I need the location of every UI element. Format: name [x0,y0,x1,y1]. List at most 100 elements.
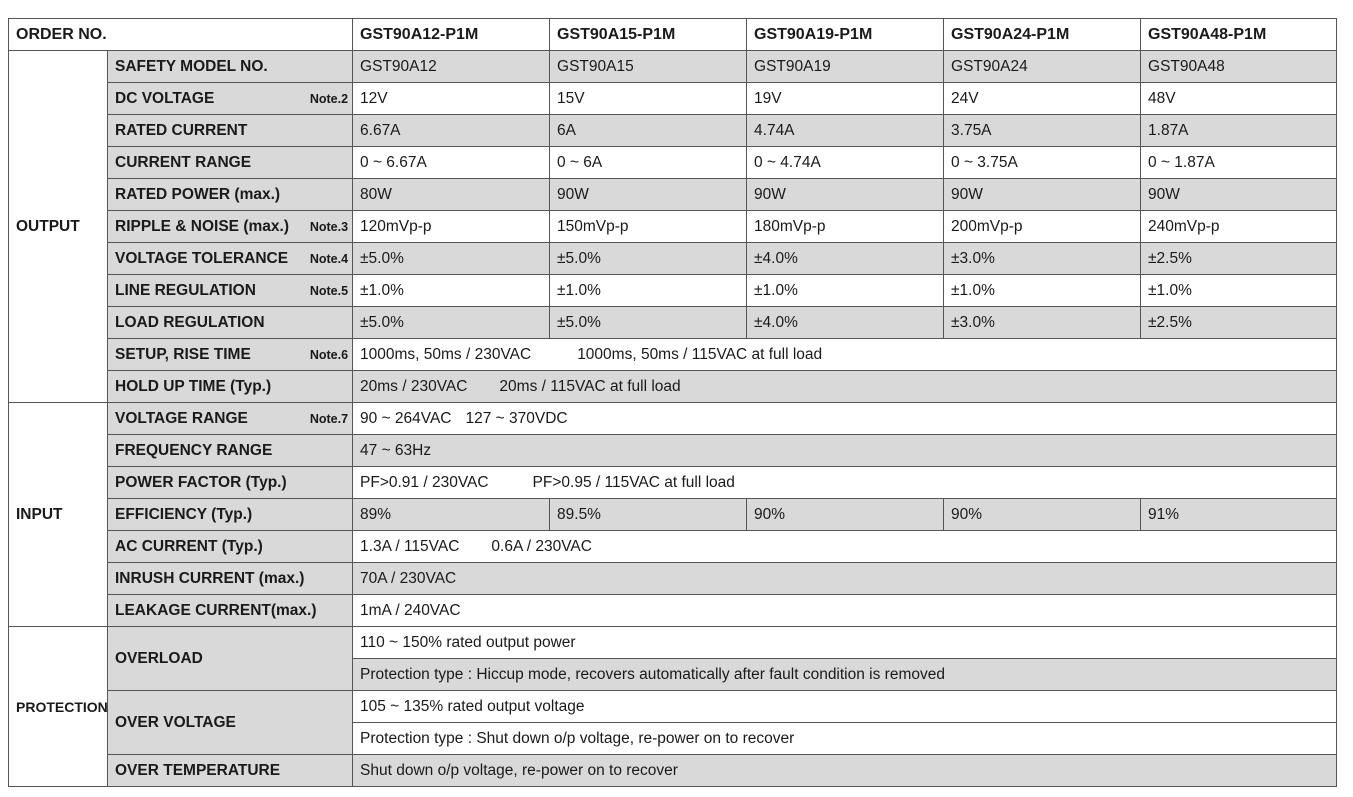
row-safety-model: OUTPUT SAFETY MODEL NO. GST90A12 GST90A1… [8,50,1338,403]
label-text: LINE REGULATION [115,281,256,299]
cell-span: 47 ~ 63Hz [352,434,1338,467]
model-header: GST90A19-P1M [746,18,945,51]
cell-span: Shut down o/p voltage, re-power on to re… [352,754,1338,787]
label-text: RIPPLE & NOISE (max.) [115,217,289,235]
model-header: GST90A15-P1M [549,18,748,51]
cell: 15V [549,82,748,115]
row-overload-2: Protection type : Hiccup mode, recovers … [9,658,1338,691]
cell: 90W [746,178,945,211]
group-input-label: INPUT [8,402,108,627]
label-text: SETUP, RISE TIME [115,345,251,363]
label-text: SAFETY MODEL NO. [115,57,268,75]
row-overload-1: PROTECTION OVERLOAD 110 ~ 150% rated out… [8,626,1338,787]
row-label: OVER VOLTAGE [106,690,354,755]
label-text: DC VOLTAGE [115,89,215,107]
cell: 120mVp-p [352,210,551,243]
cell-span: 1000ms, 50ms / 230VAC 1000ms, 50ms / 115V… [352,338,1338,371]
label-text: LEAKAGE CURRENT(max.) [115,601,317,619]
cell: ±3.0% [943,242,1142,275]
label-text: OVER VOLTAGE [115,713,236,731]
cell-span: 1.3A / 115VAC 0.6A / 230VAC [352,530,1338,563]
cell: 24V [943,82,1142,115]
row-current-range: CURRENT RANGE 0 ~ 6.67A 0 ~ 6A 0 ~ 4.74A… [9,146,1338,179]
row-label: RIPPLE & NOISE (max.) Note.3 [106,210,354,243]
row-setup-rise-time: SETUP, RISE TIME Note.6 1000ms, 50ms / 23… [9,338,1338,371]
cell: 3.75A [943,114,1142,147]
label-text: EFFICIENCY (Typ.) [115,505,253,523]
cell: 0 ~ 6.67A [352,146,551,179]
row-ripple-noise: RIPPLE & NOISE (max.) Note.3 120mVp-p 150… [9,210,1338,243]
row-label: VOLTAGE TOLERANCE Note.4 [106,242,354,275]
value-part: 1.3A / 115VAC [360,537,460,555]
value-part: PF>0.91 / 230VAC [360,473,489,491]
model-header: GST90A24-P1M [943,18,1142,51]
label-text: OVER TEMPERATURE [115,761,281,779]
cell: 90% [746,498,945,531]
row-voltage-tolerance: VOLTAGE TOLERANCE Note.4 ±5.0% ±5.0% ±4.0… [9,242,1338,275]
label-text: VOLTAGE RANGE [115,409,248,427]
row-label: SAFETY MODEL NO. [106,50,354,83]
note-ref: Note.3 [309,219,349,234]
label-text: OVERLOAD [115,649,203,667]
header-row: ORDER NO. GST90A12-P1M GST90A15-P1M GST9… [7,18,1338,51]
cell: GST90A15 [549,50,748,83]
value-part: 1000ms, 50ms / 230VAC [360,345,532,363]
label-text: VOLTAGE TOLERANCE [115,249,289,267]
cell: ±2.5% [1140,242,1338,275]
row-dc-voltage: DC VOLTAGE Note.2 12V 15V 19V 24V 48V [9,82,1338,115]
cell: 90W [1140,178,1338,211]
row-label: OVER TEMPERATURE [106,754,354,787]
cell-span: PF>0.91 / 230VAC PF>0.95 / 115VAC at full… [352,466,1338,499]
row-label: LOAD REGULATION [106,306,354,339]
cell: 0 ~ 1.87A [1140,146,1338,179]
row-label: POWER FACTOR (Typ.) [106,466,354,499]
row-label: DC VOLTAGE Note.2 [106,82,354,115]
cell: ±4.0% [746,306,945,339]
cell: 1.87A [1140,114,1338,147]
value-part: PF>0.95 / 115VAC at full load [532,473,735,491]
cell: 180mVp-p [746,210,945,243]
cell: 89% [352,498,551,531]
row-label: VOLTAGE RANGE Note.7 [106,402,354,435]
cell: ±5.0% [352,306,551,339]
note-ref: Note.2 [309,91,349,106]
value-part: 90 ~ 264VAC [360,409,452,427]
order-no-label: ORDER NO. [7,18,354,51]
row-label: FREQUENCY RANGE [106,434,354,467]
group-protection-label: PROTECTION [8,626,108,787]
cell: ±4.0% [746,242,945,275]
value-part: 1000ms, 50ms / 115VAC at full load [577,345,823,363]
cell: ±5.0% [352,242,551,275]
row-line-regulation: LINE REGULATION Note.5 ±1.0% ±1.0% ±1.0% … [9,274,1338,307]
label-text: CURRENT RANGE [115,153,252,171]
cell: ±2.5% [1140,306,1338,339]
cell: ±1.0% [1140,274,1338,307]
row-over-temperature: OVER TEMPERATURE Shut down o/p voltage, … [9,754,1338,787]
cell: 90W [549,178,748,211]
row-ac-current: AC CURRENT (Typ.) 1.3A / 115VAC 0.6A / 23… [9,530,1338,563]
row-label: SETUP, RISE TIME Note.6 [106,338,354,371]
value-part: 20ms / 230VAC [360,377,468,395]
note-ref: Note.7 [309,411,349,426]
label-text: POWER FACTOR (Typ.) [115,473,287,491]
row-rated-current: RATED CURRENT 6.67A 6A 4.74A 3.75A 1.87A [9,114,1338,147]
model-header: GST90A12-P1M [352,18,551,51]
cell: ±5.0% [549,306,748,339]
row-label: RATED POWER (max.) [106,178,354,211]
cell: GST90A19 [746,50,945,83]
value-part: 0.6A / 230VAC [491,537,592,555]
row-power-factor: POWER FACTOR (Typ.) PF>0.91 / 230VAC PF>0… [9,466,1338,499]
cell-span: 110 ~ 150% rated output power [352,626,1338,659]
cell: GST90A48 [1140,50,1338,83]
cell: 80W [352,178,551,211]
cell-span: 1mA / 240VAC [352,594,1338,627]
label-text: AC CURRENT (Typ.) [115,537,263,555]
cell: 200mVp-p [943,210,1142,243]
row-load-regulation: LOAD REGULATION ±5.0% ±5.0% ±4.0% ±3.0% … [9,306,1338,339]
row-label: CURRENT RANGE [106,146,354,179]
row-label: EFFICIENCY (Typ.) [106,498,354,531]
cell: 6A [549,114,748,147]
cell: ±1.0% [943,274,1142,307]
label-text: RATED CURRENT [115,121,248,139]
cell-span: 70A / 230VAC [352,562,1338,595]
